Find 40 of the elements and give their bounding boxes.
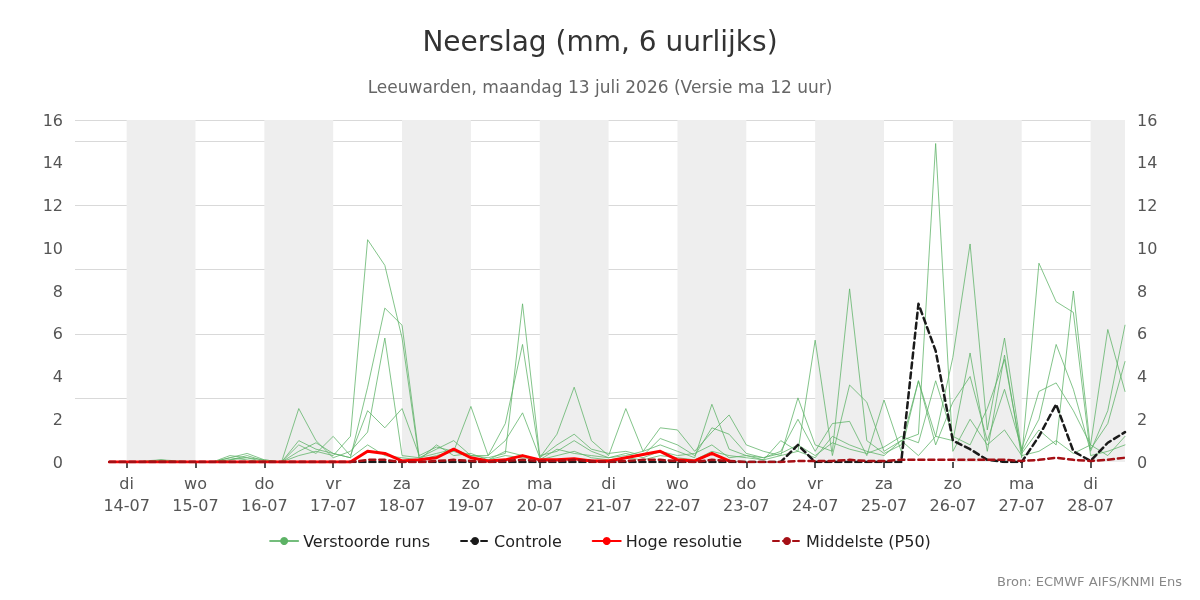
x-tick-label: wo 15-07 (172, 473, 219, 515)
x-tick-label: di 14-07 (103, 473, 150, 515)
chart-subtitle: Leeuwarden, maandag 13 juli 2026 (Versie ma 12 uur) (367, 76, 833, 97)
x-tick-label: di 28-07 (1067, 473, 1114, 515)
y-tick-label: 8 (52, 281, 63, 301)
x-tick-label: za 18-07 (378, 473, 426, 515)
text: Bron: ECMWF AIFS/KNMI Ens (997, 574, 1183, 589)
y2-tick-label: 14 (1137, 153, 1158, 173)
y2-tick-label: 4 (1137, 367, 1148, 386)
y2-tick-label: 10 (1137, 238, 1158, 258)
y-tick-label: 10 (42, 238, 63, 258)
y2-tick-label: 16 (1137, 110, 1158, 130)
x-tick-label: di 21-07 (585, 473, 632, 515)
y-tick-label: 0 (52, 452, 63, 472)
y2-tick-label: 12 (1137, 196, 1158, 215)
x-tick-label: vr 17-07 (309, 473, 357, 515)
legend-label: Verstoorde runs (303, 531, 431, 551)
chart-title: Neerslag (mm, 6 uurlijks) (422, 24, 778, 58)
y2-tick-label: 6 (1137, 324, 1148, 344)
y-tick-label: 14 (42, 153, 63, 173)
x-tick-label: wo 22-07 (654, 473, 701, 515)
legend-label: Hoge resolutie (625, 531, 742, 551)
x-tick-label: za 25-07 (860, 473, 908, 515)
x-tick-label: vr 24-07 (791, 473, 839, 515)
x-tick-label: zo 19-07 (447, 473, 495, 515)
x-tick-label: zo 26-07 (929, 473, 977, 515)
x-tick-label: ma 20-07 (516, 473, 563, 515)
x-tick-label: ma 27-07 (998, 473, 1045, 515)
legend-label: Middelste (P50) (805, 531, 931, 551)
y-tick-label: 16 (42, 110, 63, 130)
x-tick-label: do 16-07 (241, 473, 288, 515)
y-tick-label: 4 (52, 367, 63, 386)
y2-tick-label: 0 (1137, 452, 1148, 472)
x-tick-label: do 23-07 (723, 473, 770, 515)
legend-label: Controle (494, 531, 562, 551)
y-tick-label: 6 (52, 324, 63, 344)
y2-tick-label: 2 (1137, 409, 1148, 429)
y-tick-label: 12 (42, 196, 63, 215)
y2-tick-label: 8 (1137, 281, 1148, 301)
y-tick-label: 2 (52, 409, 63, 429)
